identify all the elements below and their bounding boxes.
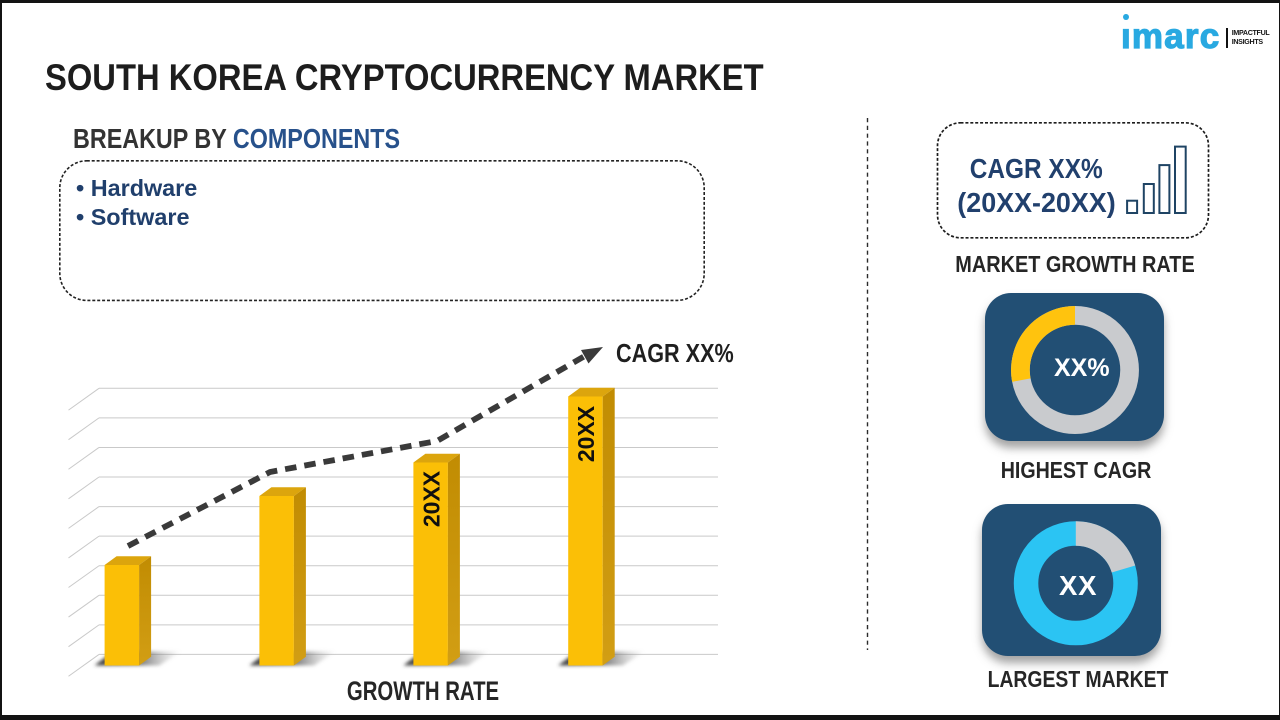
svg-text:20XX: 20XX — [419, 470, 445, 527]
svg-text:20XX: 20XX — [573, 405, 599, 462]
